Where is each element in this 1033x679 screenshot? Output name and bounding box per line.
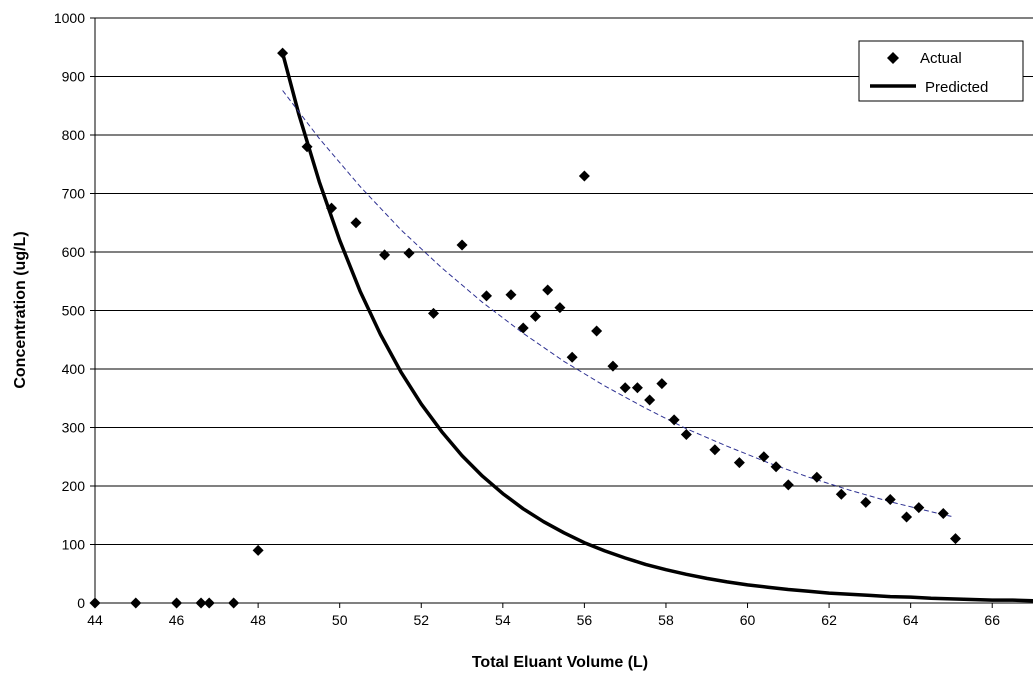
actual-point (884, 493, 896, 505)
y-tick-label: 900 (62, 69, 86, 85)
legend-actual-marker (887, 52, 899, 64)
y-tick-label: 500 (62, 303, 86, 319)
actual-point (668, 414, 680, 426)
y-tick-label: 800 (62, 127, 86, 143)
trendline-dashed (282, 90, 952, 517)
actual-point (379, 249, 391, 261)
gridlines (95, 17, 1033, 545)
x-tick-label: 64 (903, 612, 919, 628)
x-tick-label: 58 (658, 612, 674, 628)
actual-point (619, 382, 631, 394)
axes (90, 17, 1033, 608)
x-tick-label: 66 (984, 612, 1000, 628)
actual-point (937, 507, 949, 519)
actual-point (505, 289, 517, 301)
actual-point (733, 457, 745, 469)
y-tick-label: 100 (62, 537, 86, 553)
y-tick-label: 700 (62, 186, 86, 202)
actual-point (631, 382, 643, 394)
actual-point (277, 47, 289, 59)
actual-point (913, 502, 925, 514)
x-tick-label: 44 (87, 612, 103, 628)
actual-point (644, 394, 656, 406)
actual-point (403, 247, 415, 259)
actual-point (578, 170, 590, 182)
actual-point (301, 141, 313, 153)
actual-point (350, 217, 362, 229)
actual-point (591, 325, 603, 337)
y-tick-label: 400 (62, 361, 86, 377)
actual-point (709, 444, 721, 456)
actual-point (680, 429, 692, 441)
actual-point (950, 533, 962, 545)
actual-point (542, 284, 554, 296)
y-tick-label: 600 (62, 244, 86, 260)
actual-point (607, 360, 619, 372)
legend-actual-label: Actual (920, 50, 962, 67)
actual-point (656, 378, 668, 390)
x-tick-label: 54 (495, 612, 511, 628)
tick-labels: 0 100 200 300 400 500 600 700 800 900 1000 44 46 48 50… (54, 10, 1000, 628)
actual-point (901, 511, 913, 523)
y-tick-label: 200 (62, 478, 86, 494)
actual-point (770, 461, 782, 473)
x-tick-label: 62 (821, 612, 837, 628)
actual-point (427, 307, 439, 319)
x-tick-label: 46 (169, 612, 185, 628)
actual-point (860, 496, 872, 508)
actual-point (252, 544, 264, 556)
actual-point (758, 451, 770, 463)
x-tick-label: 48 (250, 612, 266, 628)
legend-predicted-label: Predicted (925, 79, 988, 96)
actual-point (782, 479, 794, 491)
actual-point (481, 290, 493, 302)
predicted-line (280, 52, 1033, 603)
y-tick-label: 0 (77, 595, 85, 611)
x-axis-title: Total Eluant Volume (L) (472, 654, 648, 671)
y-tick-label: 300 (62, 420, 86, 436)
x-tick-label: 52 (413, 612, 429, 628)
actual-point (811, 471, 823, 483)
actual-point (835, 488, 847, 500)
actual-point (456, 239, 468, 251)
actual-point (566, 351, 578, 363)
y-axis-title: Concentration (ug/L) (12, 231, 29, 388)
actual-point (326, 202, 338, 214)
series-layer (89, 47, 1033, 609)
actual-point (554, 302, 566, 314)
x-tick-label: 60 (740, 612, 756, 628)
x-tick-label: 50 (332, 612, 348, 628)
actual-point (517, 322, 529, 334)
actual-point (529, 310, 541, 322)
x-tick-label: 56 (577, 612, 593, 628)
legend-box (858, 40, 1024, 102)
y-tick-label: 1000 (54, 10, 85, 26)
legend: Actual Predicted (858, 40, 1024, 102)
